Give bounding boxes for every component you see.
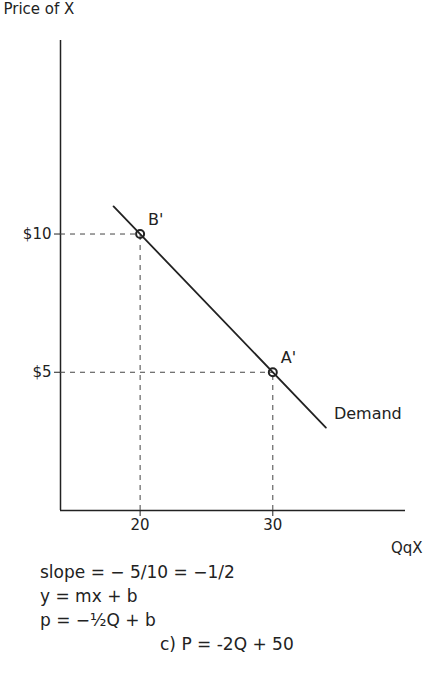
html-text:c) P = -2Q + 50: c) P = -2Q + 50 [160,634,294,654]
svg-text:20: 20 [131,516,150,534]
svg-text:$5: $5 [32,363,51,381]
svg-text:Price of X: Price of X [4,0,75,18]
svg-text:B': B' [148,210,163,229]
svg-text:Demand: Demand [334,404,402,423]
svg-text:$10: $10 [23,225,52,243]
html-text:slope = − 5/10 = −1/2: slope = − 5/10 = −1/2 [40,562,235,582]
svg-text:QqX: QqX [391,539,423,557]
svg-text:30: 30 [263,516,282,534]
svg-text:A': A' [281,348,296,367]
html-text:p = −½Q + b: p = −½Q + b [40,610,156,630]
html-text:y = mx + b: y = mx + b [40,586,138,606]
